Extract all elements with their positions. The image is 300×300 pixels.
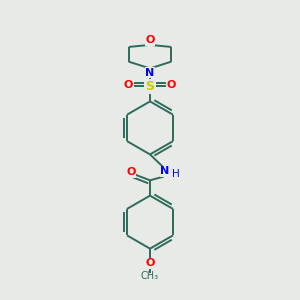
Text: N: N: [146, 68, 154, 78]
Text: O: O: [124, 80, 133, 90]
Text: CH₃: CH₃: [141, 271, 159, 281]
Text: O: O: [145, 35, 155, 46]
Text: S: S: [146, 80, 154, 93]
Text: O: O: [127, 167, 136, 177]
Text: N: N: [160, 167, 169, 176]
Text: H: H: [172, 169, 179, 178]
Text: O: O: [167, 80, 176, 90]
Text: O: O: [145, 258, 155, 268]
